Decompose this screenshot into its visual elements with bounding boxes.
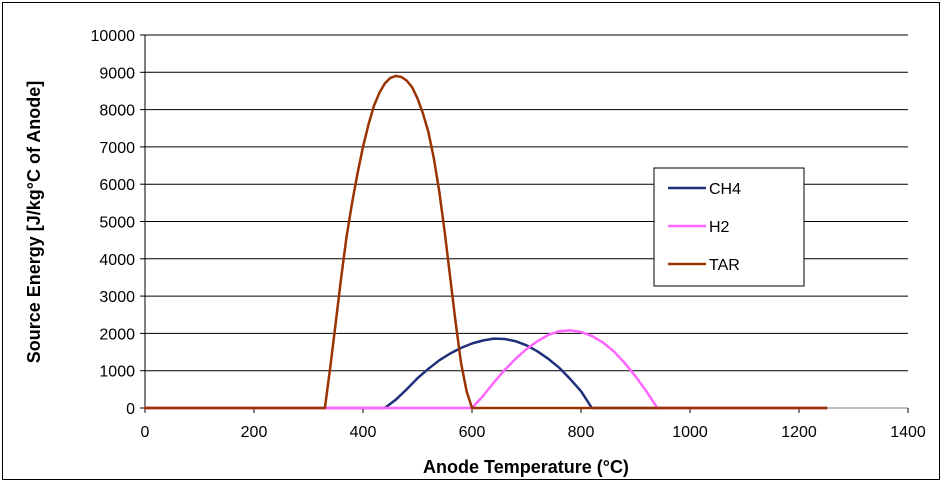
x-tick-label-6: 1200 [781,424,817,441]
y-tick-label-2: 2000 [99,326,135,343]
legend-label-ch4: CH4 [709,181,741,198]
x-tick-label-0: 0 [141,424,150,441]
series-line-h2 [143,329,828,410]
legend-label-h2: H2 [709,219,730,236]
x-tick-label-2: 400 [350,424,377,441]
y-tick-label-5: 5000 [99,215,135,232]
series-line-ch4 [143,337,828,410]
x-tick-label-3: 600 [459,424,486,441]
legend: CH4 H2 TAR [653,167,805,287]
y-tick-label-3: 3000 [99,289,135,306]
y-tick-label-1: 1000 [99,364,135,381]
legend-label-tar: TAR [709,257,740,274]
y-tick-label-10: 10000 [91,28,136,45]
y-tick-label-6: 6000 [99,177,135,194]
y-tick-label-0: 0 [126,401,135,418]
y-tick-labels: 0 1000 2000 3000 4000 5000 6000 7000 8000 9000 100… [91,28,145,418]
y-tick-label-9: 9000 [99,65,135,82]
x-tick-label-7: 1400 [890,424,926,441]
x-tick-labels: 0 200 400 600 800 1000 1200 1400 [141,408,926,441]
x-axis-title: Anode Temperature (°C) [423,457,629,477]
series-lines [143,74,828,410]
y-tick-label-8: 8000 [99,103,135,120]
x-tick-label-1: 200 [241,424,268,441]
series-line-tar [143,74,828,410]
y-axis-title: Source Energy [J/kg°C of Anode] [24,81,44,364]
y-tick-label-7: 7000 [99,140,135,157]
y-tick-label-4: 4000 [99,252,135,269]
x-tick-label-4: 800 [568,424,595,441]
x-tick-label-5: 1000 [672,424,708,441]
